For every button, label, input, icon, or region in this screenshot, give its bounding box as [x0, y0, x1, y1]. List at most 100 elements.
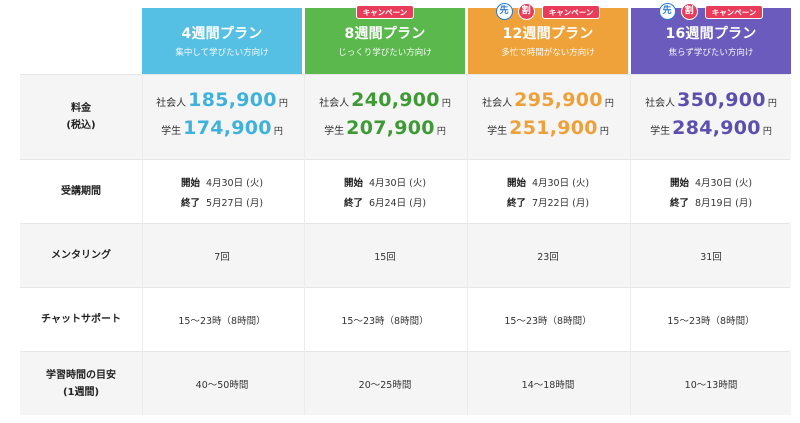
- plan-description: 焦らず学びたい方向け: [668, 48, 754, 58]
- end-date: 7月22日 (月): [531, 197, 590, 209]
- plan-description: 集中して学びたい方向け: [175, 48, 269, 58]
- end-date: 8月19日 (月): [694, 197, 753, 209]
- end-label: 終了: [506, 197, 526, 209]
- fee-tax-label: (税込): [66, 120, 96, 131]
- plan-header-8w: キャンペーン 8週間プラン じっくり学びたい方向け: [305, 4, 465, 74]
- plan-badges: キャンペーン: [305, 1, 465, 20]
- chat-cell: 15〜23時（8時間）: [305, 288, 465, 351]
- plan-description: 多忙で時間がない方向け: [501, 48, 595, 58]
- fee-cell: 社会人 295,900 円 学生 251,900 円: [468, 75, 628, 159]
- start-date: 4月30日 (火): [368, 177, 427, 189]
- discount-badge: 割: [517, 3, 535, 20]
- study-label: 学習時間の目安: [46, 369, 116, 381]
- row-label-mentoring: メンタリング: [51, 250, 111, 261]
- worker-price-value: 240,900: [351, 89, 440, 111]
- end-label: 終了: [343, 197, 363, 209]
- campaign-badge: キャンペーン: [704, 4, 764, 19]
- fee-label: 料金: [71, 103, 91, 114]
- study-hours-cell: 20〜25時間: [305, 352, 465, 415]
- student-label: 学生: [650, 126, 671, 137]
- study-hours-cell: 10〜13時間: [631, 352, 791, 415]
- study-hours-cell: 40〜50時間: [142, 352, 302, 415]
- student-price-value: 251,900: [509, 117, 598, 139]
- campaign-badge: キャンペーン: [541, 4, 601, 19]
- student-label: 学生: [487, 126, 508, 137]
- row-label-fee: 料金 (税込): [20, 75, 142, 159]
- student-price: 学生 284,900 円: [650, 117, 772, 145]
- plan-description: じっくり学びたい方向け: [338, 48, 432, 58]
- chat-cell: 15〜23時（8時間）: [468, 288, 628, 351]
- student-label: 学生: [324, 126, 345, 137]
- column-divider: [142, 74, 143, 415]
- worker-price-value: 295,900: [514, 89, 603, 111]
- yen-unit: 円: [278, 99, 288, 109]
- student-price: 学生 174,900 円: [161, 117, 283, 145]
- worker-price: 社会人 240,900 円: [319, 89, 451, 117]
- period-cell: 開始 4月30日 (火) 終了 7月22日 (月): [468, 160, 628, 223]
- yen-unit: 円: [599, 127, 609, 137]
- period-end: 終了 8月19日 (月): [670, 192, 752, 212]
- row-label-study: 学習時間の目安 (1週間): [20, 352, 142, 415]
- start-date: 4月30日 (火): [694, 177, 753, 189]
- period-end: 終了 5月27日 (月): [181, 192, 263, 212]
- period-end: 終了 7月22日 (月): [507, 192, 589, 212]
- student-price: 学生 251,900 円: [487, 117, 609, 145]
- start-date: 4月30日 (火): [205, 177, 264, 189]
- plan-badges: 先 割 キャンペーン: [631, 1, 791, 20]
- period-start: 開始 4月30日 (火): [507, 172, 589, 192]
- plan-header-12w: 先 割 キャンペーン 12週間プラン 多忙で時間がない方向け: [468, 3, 628, 74]
- start-label: 開始: [180, 177, 200, 189]
- worker-price-value: 350,900: [677, 89, 766, 111]
- period-row: 受講期間 開始 4月30日 (火) 終了 5月27日 (月) 開始 4月30日 (火)…: [20, 159, 791, 223]
- worker-label: 社会人: [156, 98, 187, 109]
- worker-label: 社会人: [482, 98, 513, 109]
- column-divider: [630, 74, 631, 415]
- plan-name: 12週間プラン: [502, 26, 594, 42]
- yen-unit: 円: [762, 127, 772, 137]
- worker-label: 社会人: [319, 98, 350, 109]
- period-end: 終了 6月24日 (月): [344, 192, 426, 212]
- period-start: 開始 4月30日 (火): [670, 172, 752, 192]
- student-price: 学生 207,900 円: [324, 117, 446, 145]
- plan-header-row: 4週間プラン 集中して学びたい方向け キャンペーン 8週間プラン じっくり学びた…: [20, 0, 791, 74]
- worker-price: 社会人 295,900 円: [482, 89, 614, 117]
- yen-unit: 円: [604, 99, 614, 109]
- student-price-value: 207,900: [346, 117, 435, 139]
- plan-header-4w: 4週間プラン 集中して学びたい方向け: [142, 8, 302, 74]
- mentoring-cell: 15回: [305, 224, 465, 287]
- chat-cell: 15〜23時（8時間）: [142, 288, 302, 351]
- worker-price: 社会人 185,900 円: [156, 89, 288, 117]
- end-date: 6月24日 (月): [368, 197, 427, 209]
- plan-badges: 先 割 キャンペーン: [468, 1, 628, 20]
- study-hours-row: 学習時間の目安 (1週間) 40〜50時間 20〜25時間 14〜18時間 10…: [20, 351, 791, 415]
- chat-cell: 15〜23時（8時間）: [631, 288, 791, 351]
- study-hours-cell: 14〜18時間: [468, 352, 628, 415]
- start-label: 開始: [506, 177, 526, 189]
- discount-badge: 割: [680, 3, 698, 20]
- plan-name: 8週間プラン: [344, 26, 426, 42]
- worker-label: 社会人: [645, 98, 676, 109]
- student-label: 学生: [161, 126, 182, 137]
- period-start: 開始 4月30日 (火): [344, 172, 426, 192]
- row-label-chat: チャットサポート: [41, 314, 121, 325]
- chat-support-row: チャットサポート 15〜23時（8時間） 15〜23時（8時間） 15〜23時（…: [20, 287, 791, 351]
- mentoring-cell: 7回: [142, 224, 302, 287]
- fee-row: 料金 (税込) 社会人 185,900 円 学生 174,900 円 社会人 240,90…: [20, 74, 791, 159]
- period-cell: 開始 4月30日 (火) 終了 5月27日 (月): [142, 160, 302, 223]
- period-cell: 開始 4月30日 (火) 終了 6月24日 (月): [305, 160, 465, 223]
- study-sub-label: (1週間): [62, 386, 100, 398]
- yen-unit: 円: [441, 99, 451, 109]
- period-cell: 開始 4月30日 (火) 終了 8月19日 (月): [631, 160, 791, 223]
- start-date: 4月30日 (火): [531, 177, 590, 189]
- plan-name: 16週間プラン: [665, 26, 757, 42]
- student-price-value: 284,900: [672, 117, 761, 139]
- start-label: 開始: [343, 177, 363, 189]
- fee-cell: 社会人 185,900 円 学生 174,900 円: [142, 75, 302, 159]
- end-label: 終了: [180, 197, 200, 209]
- plan-header-16w: 先 割 キャンペーン 16週間プラン 焦らず学びたい方向け: [631, 3, 791, 74]
- yen-unit: 円: [767, 99, 777, 109]
- period-start: 開始 4月30日 (火): [181, 172, 263, 192]
- mentoring-cell: 31回: [631, 224, 791, 287]
- pricing-table: 4週間プラン 集中して学びたい方向け キャンペーン 8週間プラン じっくり学びた…: [20, 0, 791, 415]
- start-label: 開始: [669, 177, 689, 189]
